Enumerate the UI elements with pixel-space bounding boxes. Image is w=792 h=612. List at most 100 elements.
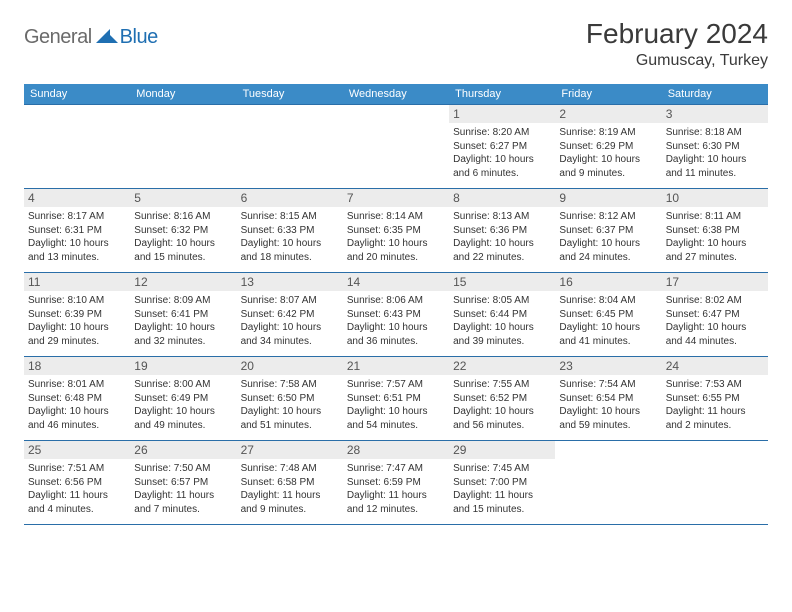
day-details: Sunrise: 8:12 AMSunset: 6:37 PMDaylight:… [559, 210, 657, 264]
daylight: Daylight: 10 hours and 9 minutes. [559, 153, 657, 180]
sunset: Sunset: 6:49 PM [134, 392, 232, 406]
calendar-day-cell: 16Sunrise: 8:04 AMSunset: 6:45 PMDayligh… [555, 273, 661, 357]
day-details: Sunrise: 7:48 AMSunset: 6:58 PMDaylight:… [241, 462, 339, 516]
sunset: Sunset: 6:37 PM [559, 224, 657, 238]
sunrise: Sunrise: 8:19 AM [559, 126, 657, 140]
sunrise: Sunrise: 7:53 AM [666, 378, 764, 392]
sunset: Sunset: 6:59 PM [347, 476, 445, 490]
daylight: Daylight: 10 hours and 22 minutes. [453, 237, 551, 264]
day-number: 12 [130, 273, 236, 291]
sunset: Sunset: 7:00 PM [453, 476, 551, 490]
sunset: Sunset: 6:54 PM [559, 392, 657, 406]
sunset: Sunset: 6:41 PM [134, 308, 232, 322]
day-number: 15 [449, 273, 555, 291]
calendar-day-cell: 26Sunrise: 7:50 AMSunset: 6:57 PMDayligh… [130, 441, 236, 525]
calendar-day-cell: 1Sunrise: 8:20 AMSunset: 6:27 PMDaylight… [449, 105, 555, 189]
daylight: Daylight: 11 hours and 9 minutes. [241, 489, 339, 516]
calendar-week-row: 4Sunrise: 8:17 AMSunset: 6:31 PMDaylight… [24, 189, 768, 273]
day-number: 29 [449, 441, 555, 459]
sunrise: Sunrise: 7:45 AM [453, 462, 551, 476]
sunrise: Sunrise: 8:06 AM [347, 294, 445, 308]
day-details: Sunrise: 7:47 AMSunset: 6:59 PMDaylight:… [347, 462, 445, 516]
day-number: 14 [343, 273, 449, 291]
day-number: 13 [237, 273, 343, 291]
sunset: Sunset: 6:35 PM [347, 224, 445, 238]
sunrise: Sunrise: 8:14 AM [347, 210, 445, 224]
calendar-day-cell [343, 105, 449, 189]
day-details: Sunrise: 8:05 AMSunset: 6:44 PMDaylight:… [453, 294, 551, 348]
day-number: 20 [237, 357, 343, 375]
calendar-day-cell: 22Sunrise: 7:55 AMSunset: 6:52 PMDayligh… [449, 357, 555, 441]
calendar-day-cell: 28Sunrise: 7:47 AMSunset: 6:59 PMDayligh… [343, 441, 449, 525]
daylight: Daylight: 11 hours and 2 minutes. [666, 405, 764, 432]
sunrise: Sunrise: 8:18 AM [666, 126, 764, 140]
calendar-week-row: 25Sunrise: 7:51 AMSunset: 6:56 PMDayligh… [24, 441, 768, 525]
day-details: Sunrise: 8:00 AMSunset: 6:49 PMDaylight:… [134, 378, 232, 432]
day-details: Sunrise: 8:11 AMSunset: 6:38 PMDaylight:… [666, 210, 764, 264]
sunset: Sunset: 6:42 PM [241, 308, 339, 322]
sunset: Sunset: 6:58 PM [241, 476, 339, 490]
day-number: 2 [555, 105, 661, 123]
day-header: Monday [130, 84, 236, 105]
sunrise: Sunrise: 8:09 AM [134, 294, 232, 308]
sunset: Sunset: 6:43 PM [347, 308, 445, 322]
day-number: 16 [555, 273, 661, 291]
sunrise: Sunrise: 8:02 AM [666, 294, 764, 308]
sunrise: Sunrise: 8:17 AM [28, 210, 126, 224]
sunrise: Sunrise: 7:50 AM [134, 462, 232, 476]
sunrise: Sunrise: 8:00 AM [134, 378, 232, 392]
sunset: Sunset: 6:45 PM [559, 308, 657, 322]
day-number: 17 [662, 273, 768, 291]
day-details: Sunrise: 8:15 AMSunset: 6:33 PMDaylight:… [241, 210, 339, 264]
day-number: 26 [130, 441, 236, 459]
day-number: 27 [237, 441, 343, 459]
sunset: Sunset: 6:44 PM [453, 308, 551, 322]
day-number: 4 [24, 189, 130, 207]
logo-text-blue: Blue [120, 26, 158, 49]
day-number: 7 [343, 189, 449, 207]
daylight: Daylight: 10 hours and 46 minutes. [28, 405, 126, 432]
sunset: Sunset: 6:29 PM [559, 140, 657, 154]
daylight: Daylight: 11 hours and 4 minutes. [28, 489, 126, 516]
day-details: Sunrise: 8:07 AMSunset: 6:42 PMDaylight:… [241, 294, 339, 348]
day-details: Sunrise: 8:16 AMSunset: 6:32 PMDaylight:… [134, 210, 232, 264]
calendar-day-cell: 21 Sunrise: 7:57 AMSunset: 6:51 PMDayligh… [343, 357, 449, 441]
day-header: Saturday [662, 84, 768, 105]
sunrise: Sunrise: 8:16 AM [134, 210, 232, 224]
calendar-day-cell [130, 105, 236, 189]
calendar-day-cell: 7 Sunrise: 8:14 AMSunset: 6:35 PMDaylight… [343, 189, 449, 273]
sunrise: Sunrise: 8:05 AM [453, 294, 551, 308]
daylight: Daylight: 11 hours and 7 minutes. [134, 489, 232, 516]
calendar-day-cell: 6 Sunrise: 8:15 AMSunset: 6:33 PMDaylight… [237, 189, 343, 273]
daylight: Daylight: 10 hours and 44 minutes. [666, 321, 764, 348]
daylight: Daylight: 10 hours and 49 minutes. [134, 405, 232, 432]
calendar-day-cell: 25Sunrise: 7:51 AMSunset: 6:56 PMDayligh… [24, 441, 130, 525]
sunset: Sunset: 6:36 PM [453, 224, 551, 238]
daylight: Daylight: 10 hours and 13 minutes. [28, 237, 126, 264]
sunset: Sunset: 6:48 PM [28, 392, 126, 406]
sunrise: Sunrise: 7:51 AM [28, 462, 126, 476]
daylight: Daylight: 11 hours and 15 minutes. [453, 489, 551, 516]
calendar-day-cell: 3Sunrise: 8:18 AMSunset: 6:30 PMDaylight… [662, 105, 768, 189]
day-number: 6 [237, 189, 343, 207]
calendar-day-cell: 10Sunrise: 8:11 AMSunset: 6:38 PMDayligh… [662, 189, 768, 273]
sunset: Sunset: 6:50 PM [241, 392, 339, 406]
day-details: Sunrise: 8:19 AMSunset: 6:29 PMDaylight:… [559, 126, 657, 180]
title-block: February 2024 Gumuscay, Turkey [586, 18, 768, 70]
calendar-day-cell: 4Sunrise: 8:17 AMSunset: 6:31 PMDaylight… [24, 189, 130, 273]
sunrise: Sunrise: 7:55 AM [453, 378, 551, 392]
location: Gumuscay, Turkey [586, 52, 768, 70]
day-details: Sunrise: 8:14 AMSunset: 6:35 PMDaylight:… [347, 210, 445, 264]
daylight: Daylight: 10 hours and 15 minutes. [134, 237, 232, 264]
day-number: 21 [343, 357, 449, 375]
day-number: 23 [555, 357, 661, 375]
day-details: Sunrise: 7:53 AMSunset: 6:55 PMDaylight:… [666, 378, 764, 432]
day-details: Sunrise: 7:58 AMSunset: 6:50 PMDaylight:… [241, 378, 339, 432]
daylight: Daylight: 10 hours and 6 minutes. [453, 153, 551, 180]
sunrise: Sunrise: 8:12 AM [559, 210, 657, 224]
daylight: Daylight: 11 hours and 12 minutes. [347, 489, 445, 516]
day-details: Sunrise: 8:01 AMSunset: 6:48 PMDaylight:… [28, 378, 126, 432]
day-number: 19 [130, 357, 236, 375]
daylight: Daylight: 10 hours and 59 minutes. [559, 405, 657, 432]
day-details: Sunrise: 7:57 AMSunset: 6:51 PMDaylight:… [347, 378, 445, 432]
